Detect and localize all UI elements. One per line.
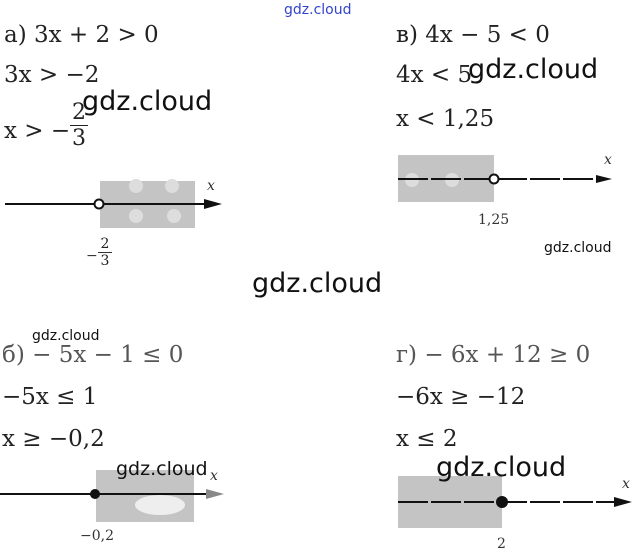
point-label-a-sign: − <box>86 248 98 264</box>
problem-a-fraction: 2 3 <box>70 100 88 151</box>
problem-v-line-1: в) 4x − 5 < 0 <box>396 22 550 48</box>
number-line-b <box>0 470 224 522</box>
watermark: gdz.cloud <box>436 452 567 483</box>
problem-b-line-3: x ≥ −0,2 <box>2 426 105 452</box>
problem-g-line-3: x ≤ 2 <box>396 426 458 452</box>
point-label-g: 2 <box>497 536 506 552</box>
axis-label-g: x <box>622 476 630 492</box>
point-num: 2 <box>100 236 110 252</box>
watermark: gdz.cloud <box>82 86 213 117</box>
axis-label-a: x <box>207 178 215 194</box>
problem-g-line-1: г) − 6x + 12 ≥ 0 <box>396 342 591 368</box>
problem-b-line-1: б) − 5x − 1 ≤ 0 <box>2 342 184 368</box>
problem-g-line-2: −6x ≥ −12 <box>396 384 526 410</box>
frac-num: 2 <box>72 100 86 125</box>
frac-den: 3 <box>70 125 88 151</box>
watermark-top: gdz.cloud <box>284 2 352 18</box>
problem-a-line-3: x > − <box>4 118 71 144</box>
problem-v-line-2: 4x < 5 <box>396 62 473 88</box>
problem-a-line-1: а) 3x + 2 > 0 <box>4 22 159 48</box>
watermark: gdz.cloud <box>468 54 599 85</box>
point-den: 3 <box>98 252 112 269</box>
axis-label-b: x <box>210 468 218 484</box>
watermark: gdz.cloud <box>32 328 100 344</box>
axis-label-v: x <box>604 152 612 168</box>
point-label-a: 2 3 <box>98 236 112 269</box>
problem-a-line-2: 3x > −2 <box>4 62 100 88</box>
number-line-v <box>398 155 612 202</box>
point-label-v: 1,25 <box>478 212 510 228</box>
problem-b-line-2: −5x ≤ 1 <box>2 384 98 410</box>
number-line-a <box>5 179 222 228</box>
number-line-g <box>398 476 632 528</box>
problem-v-line-3: x < 1,25 <box>396 106 495 132</box>
point-label-b: −0,2 <box>80 528 114 544</box>
watermark: gdz.cloud <box>544 240 612 256</box>
watermark: gdz.cloud <box>116 458 208 480</box>
watermark-center: gdz.cloud <box>252 268 383 299</box>
